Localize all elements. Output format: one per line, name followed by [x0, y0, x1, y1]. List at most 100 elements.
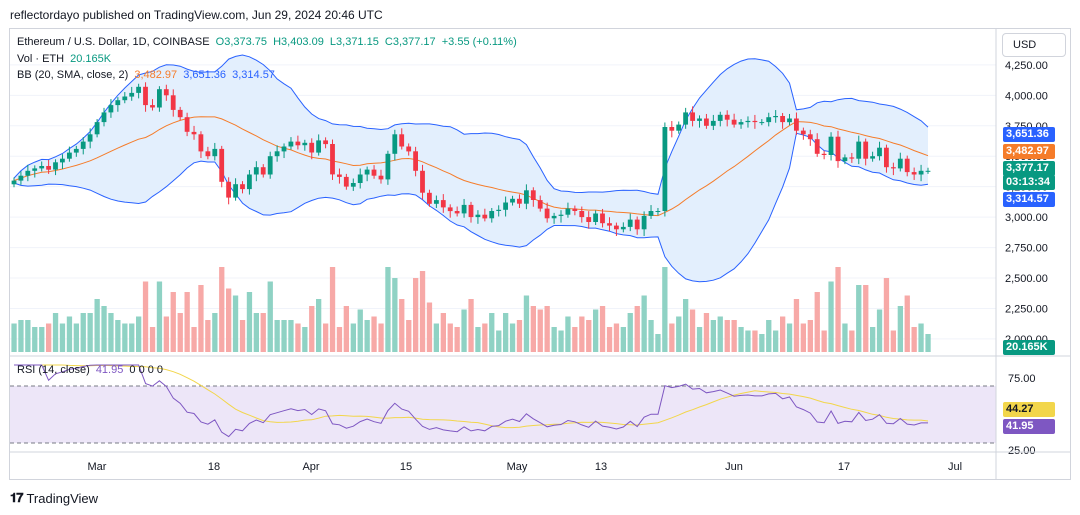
volume-bar [883, 278, 890, 352]
volume-bar [281, 320, 287, 352]
footer-brand[interactable]: 𝟏𝟕 TradingView [10, 490, 98, 506]
candle-body [101, 112, 107, 123]
price-badge: 3,377.17 [1003, 161, 1055, 176]
candle-body [350, 183, 356, 187]
open-value: O3,373.75 [215, 36, 268, 48]
volume-bar [738, 327, 744, 352]
candle-body [627, 219, 633, 227]
volume-bar [170, 292, 176, 352]
volume-bar [184, 292, 190, 352]
volume-bar [551, 327, 557, 352]
volume-bar [226, 288, 232, 352]
volume-bar [191, 327, 197, 352]
volume-bar [343, 306, 349, 352]
candle-body [191, 131, 197, 135]
candle-body [835, 136, 841, 162]
candle-body [413, 151, 418, 171]
volume-bar [503, 313, 509, 352]
candle-body [108, 105, 114, 113]
volume-bar [18, 320, 24, 352]
candle-body [918, 170, 924, 175]
volume-bar [115, 320, 121, 352]
volume-bar [565, 316, 571, 352]
bb-legend: BB (20, SMA, close, 2) 3,482.97 3,651.36… [17, 69, 278, 81]
volume-bar [897, 306, 903, 352]
candle-body [586, 217, 592, 222]
candle-body [46, 166, 51, 170]
candle-body [295, 141, 301, 146]
candle-body [87, 134, 93, 142]
volume-bar [142, 281, 149, 352]
volume-bar [703, 313, 710, 352]
volume-bar [786, 323, 793, 352]
candle-body [330, 144, 335, 175]
chart-frame[interactable] [9, 28, 1071, 480]
volume-bar [890, 330, 896, 352]
volume-bar [295, 323, 301, 352]
bb-band-fill [14, 55, 928, 282]
volume-bar [593, 309, 599, 352]
volume-bar [717, 316, 723, 352]
volume-bar [537, 309, 543, 352]
candle-body [184, 117, 190, 132]
candle-body [600, 213, 605, 224]
volume-bar [752, 330, 758, 352]
currency-button[interactable]: USD [1002, 33, 1066, 57]
volume-bar [32, 327, 38, 352]
candle-body [821, 153, 827, 155]
bb-label: BB (20, SMA, close, 2) [17, 69, 129, 81]
candle-body [11, 180, 17, 185]
candle-body [884, 147, 889, 168]
candle-body [669, 127, 675, 131]
volume-bar [863, 285, 869, 352]
candle-body [440, 200, 446, 208]
candle-body [143, 86, 148, 106]
volume-bar [378, 323, 384, 352]
candle-body [724, 114, 730, 120]
volume-bar [835, 267, 841, 352]
candle-body [25, 170, 31, 176]
candle-body [420, 170, 425, 193]
candle-body [32, 168, 38, 171]
candle-body [198, 134, 204, 152]
candle-body [475, 214, 481, 218]
candle-body [863, 141, 869, 159]
candle-body [18, 175, 24, 181]
candle-body [496, 209, 502, 211]
candle-body [766, 117, 772, 123]
rsi-legend: RSI (14, close) 41.95 0 0 0 0 [17, 364, 166, 376]
rsi-band-fill [10, 386, 996, 443]
volume-bar [253, 313, 259, 352]
volume-bar [413, 278, 419, 352]
candle-body [614, 225, 619, 230]
volume-bar [509, 323, 516, 352]
candle-body [704, 118, 709, 126]
volume-bar [399, 299, 405, 352]
volume-bar [246, 292, 253, 352]
time-tick-label: 18 [208, 461, 220, 473]
candle-body [641, 215, 647, 230]
volume-bar [696, 327, 703, 352]
volume-bar [482, 323, 488, 352]
candle-body [399, 134, 405, 147]
volume-bar [842, 323, 848, 352]
candle-body [780, 116, 785, 123]
symbol-legend: Ethereum / U.S. Dollar, 1D, COINBASE O3,… [17, 36, 520, 48]
volume-bar [371, 316, 377, 352]
volume-bar [163, 316, 169, 352]
candle-body [177, 109, 183, 118]
price-tick-label: 4,000.00 [1005, 90, 1048, 102]
volume-bar [849, 330, 855, 352]
volume-bar [129, 323, 135, 352]
volume-bar [66, 316, 73, 352]
volume-bar [558, 330, 564, 352]
volume-bar [392, 278, 398, 352]
volume-bar [288, 320, 294, 352]
volume-bar [759, 334, 765, 352]
volume-bar [572, 327, 578, 352]
volume-bar [39, 327, 45, 352]
candle-body [676, 124, 682, 131]
volume-bar [613, 323, 620, 352]
candle-body [170, 95, 176, 110]
